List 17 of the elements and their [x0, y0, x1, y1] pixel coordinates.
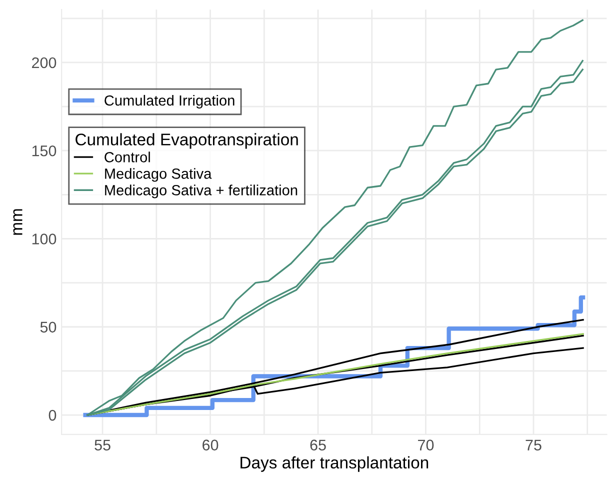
legend-title: Cumulated Evapotranspiration — [76, 133, 298, 149]
x-axis-title: Days after transplantation — [240, 456, 428, 472]
x-tick-label: 70 — [418, 440, 434, 450]
y-tick-label: 200 — [32, 57, 56, 68]
legend-label: Control — [104, 152, 150, 162]
legend-label: Medicago Sativa + fertilization — [105, 184, 298, 198]
x-tick-label: 75 — [526, 440, 542, 450]
x-tick-label: 55 — [94, 440, 110, 450]
x-tick-label: 65 — [310, 440, 326, 450]
legend-label: Cumulated Irrigation — [104, 94, 234, 109]
y-tick-label: 100 — [32, 234, 56, 244]
y-tick-label: 50 — [40, 322, 56, 333]
x-tick-label: 60 — [202, 440, 218, 450]
legend-label: Medicago Sativa — [105, 168, 212, 182]
y-tick-label: 0 — [48, 410, 56, 421]
y-tick-label: 150 — [32, 145, 56, 156]
y-axis-title: mm — [13, 209, 22, 235]
